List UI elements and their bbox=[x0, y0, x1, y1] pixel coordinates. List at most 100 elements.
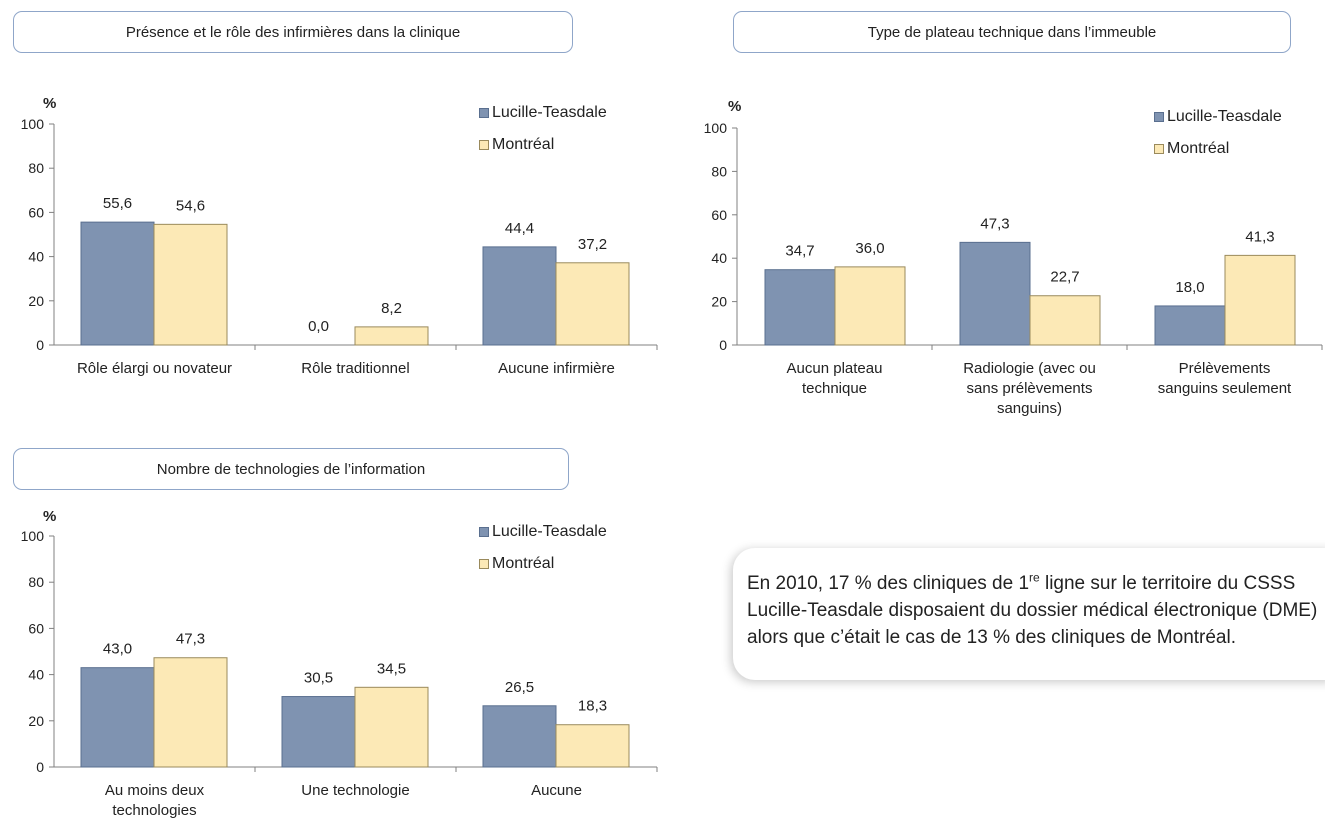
x-tick-label: Aucun plateau bbox=[787, 360, 883, 377]
bar-lucille-teasdale bbox=[959, 241, 1031, 346]
y-tick-label: 0 bbox=[36, 759, 44, 775]
y-tick-label: 20 bbox=[28, 713, 44, 729]
y-tick-label: 60 bbox=[28, 620, 44, 636]
x-tick-label: sanguins) bbox=[997, 400, 1062, 417]
legend-label: Montréal bbox=[1167, 140, 1230, 157]
y-tick-label: 20 bbox=[711, 294, 727, 310]
x-tick-label: Aucune bbox=[531, 782, 582, 799]
bar-montreal bbox=[834, 266, 906, 346]
chart3-legend: Lucille-Teasdale Montréal bbox=[479, 522, 607, 586]
legend-item-montreal: Montréal bbox=[1154, 139, 1282, 159]
bar-montreal bbox=[354, 686, 429, 768]
chart2-title-box: Type de plateau technique dans l’immeubl… bbox=[733, 11, 1291, 53]
data-label: 18,3 bbox=[578, 698, 607, 715]
y-axis-label: % bbox=[43, 508, 56, 525]
x-tick-label: Aucune infirmière bbox=[498, 360, 615, 377]
x-tick-label: sans prélèvements bbox=[967, 380, 1093, 397]
legend-swatch-lucille-teasdale bbox=[479, 108, 489, 118]
data-label: 43,0 bbox=[103, 641, 132, 658]
legend-item-montreal: Montréal bbox=[479, 135, 607, 155]
x-tick-label: Rôle traditionnel bbox=[301, 360, 409, 377]
data-label: 8,2 bbox=[381, 300, 402, 317]
data-label: 34,5 bbox=[377, 660, 406, 677]
y-tick-label: 40 bbox=[711, 250, 727, 266]
chart1-title: Présence et le rôle des infirmières dans… bbox=[125, 23, 461, 41]
callout-superscript: re bbox=[1029, 570, 1040, 585]
legend-swatch-lucille-teasdale bbox=[1154, 112, 1164, 122]
legend-item-lucille-teasdale: Lucille-Teasdale bbox=[479, 103, 607, 123]
legend-label: Montréal bbox=[492, 136, 555, 153]
legend-item-montreal: Montréal bbox=[479, 554, 607, 574]
callout-text-part2: ligne sur le territoire du CSSS Lucille-… bbox=[747, 573, 1318, 648]
x-tick-label: sanguins seulement bbox=[1158, 380, 1292, 397]
bar-montreal bbox=[555, 724, 630, 768]
x-tick-label: Radiologie (avec ou bbox=[963, 360, 1096, 377]
data-label: 18,0 bbox=[1175, 279, 1204, 296]
bar-lucille-teasdale bbox=[1154, 305, 1226, 346]
legend-item-lucille-teasdale: Lucille-Teasdale bbox=[1154, 107, 1282, 127]
y-tick-label: 0 bbox=[719, 337, 727, 353]
x-tick-label: technologies bbox=[112, 802, 196, 819]
y-tick-label: 80 bbox=[28, 574, 44, 590]
chart2-title: Type de plateau technique dans l’immeubl… bbox=[867, 23, 1157, 41]
data-label: 30,5 bbox=[304, 670, 333, 687]
bar-lucille-teasdale bbox=[482, 246, 557, 346]
legend-swatch-montreal bbox=[479, 559, 489, 569]
y-tick-label: 40 bbox=[28, 667, 44, 683]
data-label: 47,3 bbox=[980, 215, 1009, 232]
data-label: 47,3 bbox=[176, 631, 205, 648]
data-label: 26,5 bbox=[505, 679, 534, 696]
chart1-legend: Lucille-Teasdale Montréal bbox=[479, 103, 607, 167]
data-label: 22,7 bbox=[1050, 269, 1079, 286]
y-axis-label: % bbox=[728, 98, 741, 115]
legend-label: Montréal bbox=[492, 555, 555, 572]
chart3-title: Nombre de technologies de l’information bbox=[156, 460, 426, 478]
data-label: 37,2 bbox=[578, 236, 607, 253]
y-tick-label: 100 bbox=[21, 116, 45, 132]
legend-label: Lucille-Teasdale bbox=[492, 104, 607, 121]
bar-montreal bbox=[153, 657, 228, 768]
y-tick-label: 80 bbox=[28, 160, 44, 176]
x-tick-label: Prélèvements bbox=[1179, 360, 1271, 377]
bar-montreal bbox=[354, 326, 429, 346]
bar-montreal bbox=[1224, 254, 1296, 346]
dme-callout: En 2010, 17 % des cliniques de 1re ligne… bbox=[733, 548, 1325, 680]
data-label: 36,0 bbox=[855, 240, 884, 257]
bar-montreal bbox=[1029, 295, 1101, 346]
callout-text-part1: En 2010, 17 % des cliniques de 1 bbox=[747, 573, 1030, 594]
x-tick-label: Une technologie bbox=[301, 782, 409, 799]
bar-lucille-teasdale bbox=[482, 705, 557, 768]
legend-swatch-montreal bbox=[479, 140, 489, 150]
x-tick-label: technique bbox=[802, 380, 867, 397]
y-tick-label: 40 bbox=[28, 249, 44, 265]
bar-montreal bbox=[153, 223, 228, 346]
bar-montreal bbox=[555, 262, 630, 346]
x-tick-label: Rôle élargi ou novateur bbox=[77, 360, 232, 377]
legend-swatch-lucille-teasdale bbox=[479, 527, 489, 537]
y-tick-label: 0 bbox=[36, 337, 44, 353]
bar-lucille-teasdale bbox=[80, 667, 155, 768]
x-tick-label: Au moins deux bbox=[105, 782, 205, 799]
chart2-legend: Lucille-Teasdale Montréal bbox=[1154, 107, 1282, 171]
y-tick-label: 100 bbox=[21, 528, 45, 544]
y-tick-label: 60 bbox=[28, 204, 44, 220]
bar-lucille-teasdale bbox=[281, 696, 356, 768]
legend-item-lucille-teasdale: Lucille-Teasdale bbox=[479, 522, 607, 542]
data-label: 0,0 bbox=[308, 318, 329, 335]
chart1-title-box: Présence et le rôle des infirmières dans… bbox=[13, 11, 573, 53]
y-tick-label: 100 bbox=[704, 120, 728, 136]
y-axis-label: % bbox=[43, 95, 56, 112]
y-tick-label: 80 bbox=[711, 163, 727, 179]
y-tick-label: 60 bbox=[711, 207, 727, 223]
data-label: 44,4 bbox=[505, 220, 534, 237]
legend-swatch-montreal bbox=[1154, 144, 1164, 154]
data-label: 55,6 bbox=[103, 195, 132, 212]
data-label: 54,6 bbox=[176, 197, 205, 214]
y-tick-label: 20 bbox=[28, 293, 44, 309]
legend-label: Lucille-Teasdale bbox=[1167, 108, 1282, 125]
data-label: 41,3 bbox=[1245, 228, 1274, 245]
data-label: 34,7 bbox=[785, 243, 814, 260]
